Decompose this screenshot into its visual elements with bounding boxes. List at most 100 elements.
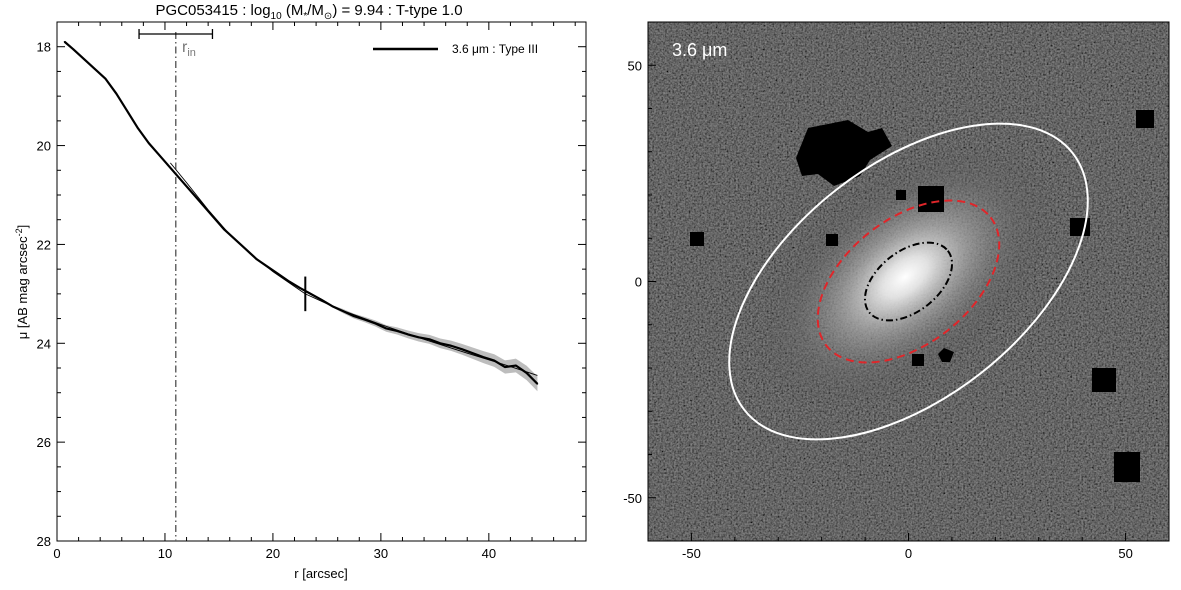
x-tick-label: 40 (482, 546, 496, 561)
profile-point (83, 58, 85, 60)
y-tick-label: 24 (37, 336, 51, 351)
x-axis-label: r [arcsec] (294, 566, 347, 581)
profile-point (461, 348, 463, 351)
mask-region (912, 354, 924, 366)
mask-region (826, 234, 838, 246)
mask-region (690, 232, 704, 246)
img-x-tick-label: 0 (905, 546, 912, 561)
profile-marks (63, 29, 539, 541)
y-axis-label: μ [AB mag arcsec-2] (14, 225, 30, 340)
image-ellipses (728, 122, 1089, 441)
y-axis-label-main: μ [AB mag arcsec (15, 236, 30, 339)
profile-point (450, 344, 452, 347)
profile-point (320, 298, 323, 301)
rin-label-main: r (182, 39, 188, 56)
profile-plot-frame (56, 21, 587, 542)
legend-label: 3.6 μm : Type III (452, 42, 538, 56)
profile-line (63, 40, 539, 385)
y-tick-label: 20 (37, 139, 51, 154)
title-mass-open: (M (282, 2, 304, 19)
profile-point (223, 228, 226, 231)
profile-point (245, 248, 247, 251)
profile-point (309, 293, 312, 295)
title-sun-subscript: ⊙ (324, 11, 332, 22)
profile-tick-labels: 0 10 20 30 40 18 20 22 24 26 28 (37, 40, 497, 561)
profile-point (104, 78, 107, 80)
profile-point (126, 110, 128, 112)
profile-point (266, 265, 269, 268)
profile-point (72, 48, 74, 50)
mask-region-top (796, 120, 892, 186)
ellipse-rin (863, 241, 954, 322)
profile-uncertainty-band (64, 40, 538, 392)
mask-region (938, 348, 954, 362)
ellipse-outer (728, 122, 1089, 441)
img-x-tick-label: 50 (1118, 546, 1132, 561)
profile-point (331, 305, 334, 308)
profile-point (353, 315, 355, 317)
profile-point (385, 327, 388, 330)
title-log-subscript: 10 (271, 11, 283, 22)
profile-point (212, 216, 215, 219)
img-y-tick-label: 0 (635, 275, 642, 290)
profile-point (471, 352, 474, 354)
mask-region (896, 190, 906, 200)
y-axis-label-sup: -2 (14, 228, 24, 236)
mask-region (1092, 368, 1116, 392)
y-axis-label-end: ] (15, 225, 30, 229)
profile-point (342, 310, 344, 312)
x-tick-label: 20 (266, 546, 280, 561)
title-over-m: /M (307, 2, 324, 19)
x-tick-label: 30 (374, 546, 388, 561)
profile-point (169, 167, 172, 169)
mask-region (918, 186, 944, 212)
profile-point (277, 273, 280, 275)
profile-axis-ticks (56, 21, 586, 542)
profile-point (504, 366, 506, 368)
profile-point (439, 342, 442, 345)
rin-label-sub: in (187, 47, 196, 59)
img-x-tick-label: -50 (682, 546, 701, 561)
img-y-tick-label: 50 (628, 58, 642, 73)
profile-point (191, 191, 193, 194)
galaxy-light (753, 143, 1057, 411)
profile-point (493, 359, 496, 362)
profile-point (93, 68, 96, 70)
rin-label: rin (182, 39, 196, 59)
mask-region (1136, 110, 1154, 128)
title-star-subscript: * (303, 11, 307, 22)
profile-point (201, 204, 204, 206)
profile-point (115, 92, 118, 95)
profile-point (515, 364, 517, 367)
y-tick-label: 26 (37, 435, 51, 450)
profile-point (363, 318, 366, 321)
profile-point (180, 179, 182, 181)
y-tick-label: 28 (37, 534, 51, 549)
band-label: 3.6 μm (672, 40, 727, 60)
profile-point (147, 142, 150, 144)
title-main: PGC053415 : log (155, 2, 270, 19)
img-y-tick-label: -50 (623, 491, 642, 506)
x-tick-label: 10 (158, 546, 172, 561)
profile-point (407, 333, 409, 336)
profile-point (63, 40, 66, 43)
title-rest: ) = 9.94 : T-type 1.0 (332, 2, 462, 19)
profile-point (234, 238, 236, 241)
profile-point (158, 154, 161, 157)
profile-point (417, 336, 420, 339)
fit-line-1 (170, 162, 306, 295)
profile-point (255, 258, 258, 261)
ellipse-break (816, 199, 1001, 364)
profile-point (396, 330, 398, 332)
mask-regions (690, 110, 1154, 482)
profile-point (288, 280, 290, 283)
y-tick-label: 22 (37, 237, 51, 252)
image-axis-ticks (647, 21, 1170, 542)
mask-region (1114, 452, 1140, 482)
profile-point (299, 287, 301, 289)
profile-point (374, 322, 377, 325)
galaxy-image (648, 22, 1169, 541)
chart-title: PGC053415 : log10 (M*/M⊙) = 9.94 : T-typ… (155, 2, 462, 22)
profile-point (137, 127, 139, 130)
